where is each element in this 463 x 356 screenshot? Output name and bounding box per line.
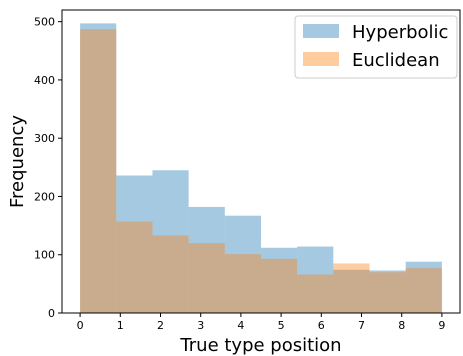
x-tick-label: 8	[398, 319, 405, 332]
bar-hyperbolic-8	[369, 270, 406, 313]
bar-hyperbolic-1	[116, 175, 153, 313]
x-tick-label: 4	[237, 319, 244, 332]
bar-euclidean-1	[116, 221, 153, 313]
y-tick-label: 400	[34, 74, 55, 87]
x-tick-label: 9	[438, 319, 445, 332]
bar-hyperbolic-3	[188, 206, 225, 313]
bar-euclidean-2	[152, 235, 189, 313]
bars-layer	[80, 23, 442, 314]
x-axis-label: True type position	[179, 335, 341, 356]
x-axis: 0 1 2 3 4 5 6 7 8 9	[77, 313, 445, 332]
bar-euclidean-4	[224, 254, 261, 313]
legend-swatch-euclidean	[303, 52, 339, 66]
bar-euclidean-8	[369, 272, 406, 313]
legend-box	[294, 15, 458, 79]
y-axis: 0 100 200 300 400 500	[34, 16, 62, 320]
x-tick-label: 6	[318, 319, 325, 332]
x-tick-label: 7	[358, 319, 365, 332]
legend-swatch-hyperbolic	[303, 24, 339, 38]
bar-hyperbolic-7	[333, 269, 370, 313]
bar-hyperbolic-5	[261, 247, 298, 313]
y-tick-label: 300	[34, 132, 55, 145]
bar-hyperbolic-6	[297, 246, 334, 313]
bar-hyperbolic-9	[405, 261, 442, 313]
bar-euclidean-9	[405, 268, 442, 313]
x-tick-label: 5	[278, 319, 285, 332]
x-tick-label: 2	[157, 319, 164, 332]
y-tick-label: 100	[34, 249, 55, 262]
bar-hyperbolic-2	[152, 170, 189, 313]
legend-label-hyperbolic: Hyperbolic	[352, 22, 448, 43]
legend: Hyperbolic Euclidean	[294, 15, 458, 79]
y-tick-label: 200	[34, 190, 55, 203]
y-tick-label: 0	[48, 307, 55, 320]
x-tick-label: 0	[77, 319, 84, 332]
bar-hyperbolic-4	[224, 215, 261, 313]
x-tick-label: 1	[117, 319, 124, 332]
bar-euclidean-0	[80, 29, 117, 313]
bar-hyperbolic-0	[80, 23, 117, 314]
x-tick-label: 3	[197, 319, 204, 332]
bar-euclidean-6	[297, 274, 334, 313]
plot-frame	[61, 9, 461, 314]
bar-euclidean-7	[333, 263, 370, 313]
bar-euclidean-3	[188, 243, 225, 313]
y-tick-label: 500	[34, 16, 55, 29]
bar-euclidean-5	[261, 258, 298, 313]
legend-label-euclidean: Euclidean	[352, 50, 440, 71]
y-axis-label: Frequency	[7, 115, 28, 208]
